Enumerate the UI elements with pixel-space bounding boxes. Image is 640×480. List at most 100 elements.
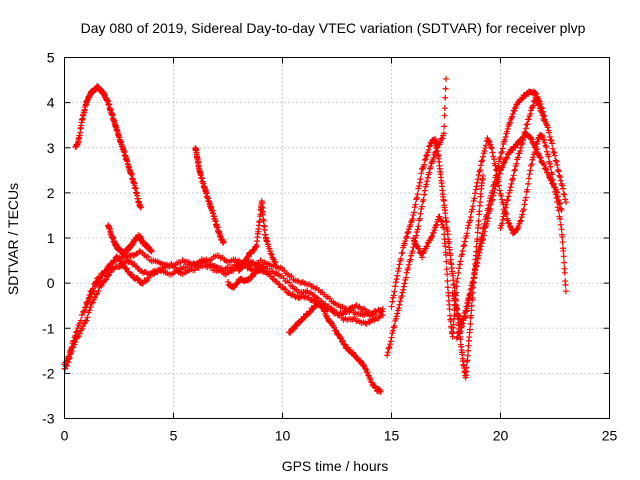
- data-point: [556, 199, 563, 206]
- data-point: [533, 146, 540, 153]
- data-point: [561, 191, 568, 198]
- data-point: [495, 174, 502, 181]
- data-point: [388, 334, 395, 341]
- data-point: [456, 313, 463, 320]
- data-point: [395, 268, 402, 275]
- data-point: [527, 110, 534, 117]
- y-tick-label: 1: [47, 230, 55, 246]
- data-point: [480, 232, 487, 239]
- data-point: [557, 200, 564, 207]
- data-point: [81, 308, 88, 315]
- data-point: [551, 149, 558, 156]
- data-point: [453, 305, 460, 312]
- data-point: [490, 153, 497, 160]
- data-point: [524, 186, 531, 193]
- data-point: [467, 321, 474, 328]
- data-point: [521, 129, 528, 136]
- data-point: [476, 208, 483, 215]
- data-point: [525, 180, 532, 187]
- data-point: [272, 262, 279, 269]
- data-point: [470, 275, 477, 282]
- data-point: [379, 305, 386, 312]
- data-point: [280, 285, 287, 292]
- data-point: [449, 330, 456, 337]
- data-point: [457, 258, 464, 265]
- data-point: [320, 304, 327, 311]
- data-point: [509, 113, 516, 120]
- data-point: [392, 283, 399, 290]
- data-point: [437, 217, 444, 224]
- data-point: [80, 308, 87, 315]
- data-point: [481, 147, 488, 154]
- data-point: [555, 197, 562, 204]
- data-point: [74, 325, 81, 332]
- data-point: [500, 213, 507, 220]
- data-point: [559, 185, 566, 192]
- data-point: [477, 199, 484, 206]
- data-point: [500, 160, 507, 167]
- data-point: [469, 206, 476, 213]
- data-point: [65, 356, 72, 363]
- data-point: [456, 261, 463, 268]
- data-point: [489, 196, 496, 203]
- data-point: [426, 169, 433, 176]
- data-point: [386, 344, 393, 351]
- data-point: [520, 133, 527, 140]
- data-point: [529, 103, 536, 110]
- data-point: [487, 205, 494, 212]
- data-point: [457, 328, 464, 335]
- data-point: [504, 197, 511, 204]
- data-point: [339, 337, 346, 344]
- data-point: [468, 312, 475, 319]
- data-point: [530, 154, 537, 161]
- data-point: [488, 197, 495, 204]
- data-point: [475, 218, 482, 225]
- data-point: [557, 173, 564, 180]
- series-arc-15: [497, 94, 548, 232]
- data-point: [405, 228, 412, 235]
- data-point: [474, 176, 481, 183]
- data-point: [534, 138, 541, 145]
- data-point: [510, 172, 517, 179]
- data-point: [480, 172, 487, 179]
- data-point: [472, 263, 479, 270]
- data-point: [519, 139, 526, 146]
- data-point: [421, 161, 428, 168]
- data-point: [546, 133, 553, 140]
- data-point: [394, 272, 401, 279]
- series-arc-9: [225, 264, 266, 291]
- data-point: [462, 307, 469, 314]
- data-point: [424, 151, 431, 158]
- data-point: [512, 166, 519, 173]
- data-point: [550, 149, 557, 156]
- data-point: [547, 136, 554, 143]
- data-point: [429, 233, 436, 240]
- series-arc-5: [192, 144, 227, 246]
- data-point: [384, 352, 391, 359]
- tick-labels: 0 5 10 15 20 25 -3 -2 -1 0 1 2 3 4 5: [42, 50, 617, 444]
- data-point: [389, 327, 396, 334]
- data-point: [425, 146, 432, 153]
- data-point: [416, 245, 423, 252]
- data-point: [333, 327, 340, 334]
- data-point: [387, 338, 394, 345]
- data-point: [451, 297, 458, 304]
- data-point: [413, 194, 420, 201]
- data-point: [533, 90, 540, 97]
- data-point: [505, 193, 512, 200]
- series-arc-6: [105, 222, 155, 258]
- data-point: [539, 112, 546, 119]
- data-points: [61, 75, 569, 395]
- data-point: [405, 261, 412, 268]
- data-point: [535, 101, 542, 108]
- data-point: [102, 276, 109, 283]
- y-tick-label: 5: [47, 50, 55, 66]
- data-point: [66, 355, 73, 362]
- data-point: [532, 89, 539, 96]
- data-point: [485, 215, 492, 222]
- data-point: [497, 154, 504, 161]
- data-point: [554, 167, 561, 174]
- data-point: [549, 140, 556, 147]
- data-point: [393, 313, 400, 320]
